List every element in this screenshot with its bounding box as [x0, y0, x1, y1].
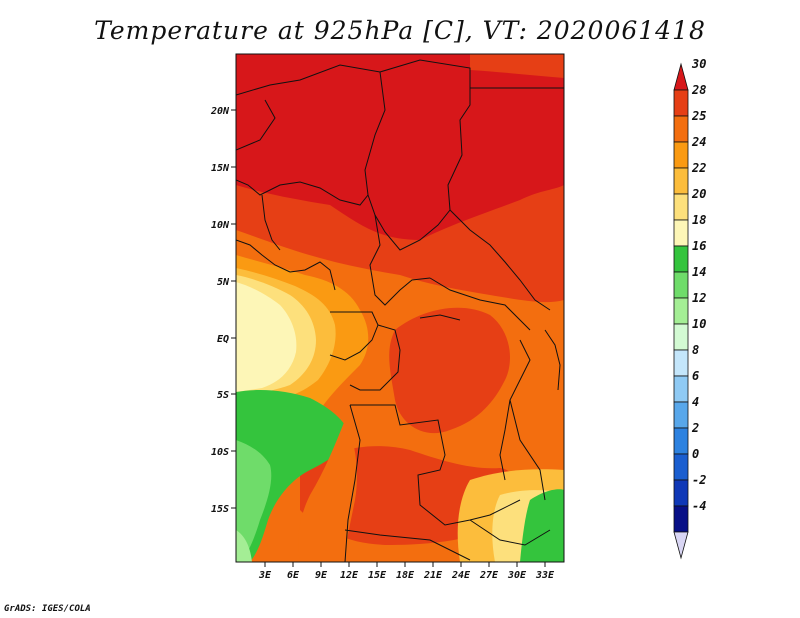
- colorbar-swatch: [673, 453, 689, 481]
- border-path: [236, 71, 386, 206]
- colorbar-swatch: [673, 375, 689, 403]
- map-title: Temperature at 925hPa [C], VT: 202006141…: [94, 16, 706, 45]
- colorbar-swatch: [673, 271, 689, 299]
- lon-label: 3E: [258, 570, 272, 581]
- field-band-18: [236, 282, 297, 392]
- colorbar-swatch: [673, 349, 689, 377]
- country-borders: [236, 59, 564, 562]
- field-green-14: [236, 440, 272, 562]
- lon-label: 6E: [287, 570, 300, 581]
- colorbar-label: -2: [692, 473, 706, 487]
- border-path: [419, 314, 461, 321]
- colorbar-swatch: [673, 167, 689, 195]
- lon-label: 24E: [451, 570, 471, 581]
- border-path: [369, 214, 431, 306]
- colorbar-label: 25: [691, 109, 706, 123]
- border-path: [509, 339, 546, 501]
- colorbar-swatch: [673, 245, 689, 273]
- border-path: [289, 261, 336, 291]
- colorbar-swatch: [673, 479, 689, 507]
- colorbar-label: -4: [692, 499, 706, 513]
- lat-label: 15S: [211, 504, 229, 515]
- lon-label: 18E: [396, 570, 415, 581]
- colorbar-label: 14: [692, 265, 706, 279]
- border-path: [349, 324, 401, 391]
- colorbar-swatch: [673, 427, 689, 455]
- border-path: [449, 209, 551, 311]
- lon-label: 9E: [315, 570, 328, 581]
- colorbar-label: 12: [692, 291, 706, 305]
- credit-label: GrADS: IGES/COLA: [4, 604, 91, 614]
- colorbar-swatch: [673, 531, 689, 560]
- lat-label: 5N: [217, 277, 230, 288]
- colorbar-label: 0: [692, 447, 699, 461]
- lat-label: 10S: [211, 447, 229, 458]
- lon-label: 33E: [535, 570, 555, 581]
- colorbar-label: 2: [691, 421, 699, 435]
- border-path: [350, 404, 521, 526]
- colorbar-label: 16: [692, 239, 706, 253]
- lat-label: EQ: [217, 334, 229, 345]
- colorbar-swatch: [673, 219, 689, 247]
- border-path: [236, 59, 471, 251]
- colorbar-swatch: [673, 193, 689, 221]
- border-path: [469, 519, 551, 546]
- lat-label: 20N: [210, 106, 230, 117]
- field-north-orange: [470, 54, 564, 78]
- border-path: [236, 239, 291, 273]
- lon-axis: 3E 6E 9E 12E 15E 18E 21E 24E 27E 30E 33E: [258, 562, 555, 581]
- lat-label: 10N: [211, 220, 230, 231]
- colorbar-swatch: [673, 401, 689, 429]
- colorbar-label: 24: [691, 135, 706, 149]
- colorbar-swatch: [673, 505, 689, 533]
- temperature-field: [236, 54, 564, 562]
- lon-label: 15E: [368, 570, 387, 581]
- field-se-green: [520, 489, 564, 562]
- colorbar-label: 4: [692, 395, 699, 409]
- border-path: [344, 529, 471, 561]
- border-path: [236, 99, 276, 151]
- colorbar-swatch: [673, 297, 689, 325]
- colorbar-label: 20: [691, 187, 706, 201]
- colorbar-label: 30: [691, 57, 706, 71]
- lon-label: 21E: [423, 570, 443, 581]
- field-core-28: [389, 307, 510, 434]
- border-path: [261, 194, 281, 251]
- colorbar-label: 28: [691, 83, 706, 97]
- colorbar-swatch: [673, 62, 689, 91]
- colorbar-label: 8: [692, 343, 699, 357]
- colorbar-swatch: [673, 141, 689, 169]
- border-path: [344, 404, 361, 562]
- lat-label: 15N: [211, 163, 230, 174]
- field-coast-strip: [298, 420, 357, 562]
- colorbar-swatch: [673, 115, 689, 143]
- colorbar-swatch: [673, 323, 689, 351]
- map-frame: [235, 53, 565, 563]
- border-path: [329, 311, 379, 361]
- colorbar-label: 10: [692, 317, 706, 331]
- colorbar-label: 22: [691, 161, 706, 175]
- field-green-16: [236, 390, 350, 562]
- lon-label: 27E: [479, 570, 499, 581]
- border-path: [544, 329, 561, 391]
- border-path: [499, 399, 511, 481]
- lat-label: 5S: [217, 390, 229, 401]
- lon-label: 30E: [507, 570, 527, 581]
- colorbar-label: 18: [692, 213, 706, 227]
- lat-axis: 20N 15N 10N 5N EQ 5S 10S 15S: [210, 106, 236, 515]
- colorbar-swatch: [673, 89, 689, 117]
- lon-label: 12E: [340, 570, 359, 581]
- field-green-12: [236, 530, 252, 562]
- border-path: [429, 277, 531, 331]
- colorbar-label: 6: [692, 369, 699, 383]
